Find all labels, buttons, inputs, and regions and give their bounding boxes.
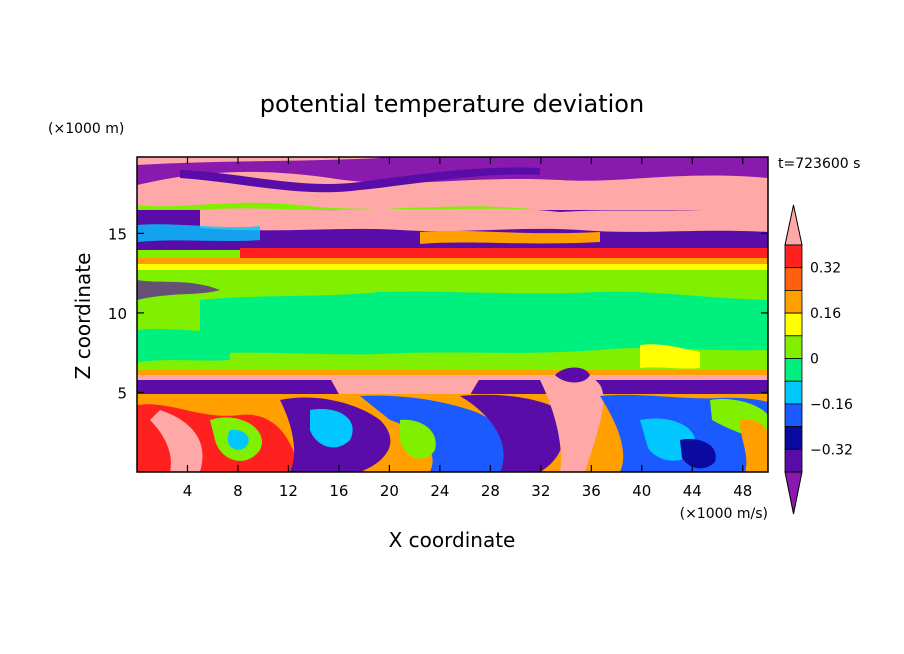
x-tick-label: 36 [582,482,601,500]
x-tick-label: 24 [430,482,449,500]
y-tick-label: 5 [117,384,127,402]
x-tick-label: 28 [481,482,500,500]
colorbar-label: 0 [810,352,819,368]
colorbar-label: −0.32 [810,442,853,458]
colorbar-box [784,335,803,359]
time-label: t=723600 s [778,156,860,172]
colorbar-box [784,312,803,337]
chart-title: potential temperature deviation [260,90,644,118]
x-tick-label: 12 [279,482,298,500]
x-axis-label: X coordinate [389,528,516,552]
contour-field [137,157,768,472]
plot-frame [136,156,769,473]
y-tick-label: 10 [108,305,127,323]
colorbar-box [784,358,803,382]
x-tick-label: 16 [329,482,348,500]
y-axis: 5 10 15 [108,225,768,402]
colorbar: −0.32 −0.16 0 0.16 0.32 [784,204,853,515]
colorbar-box [784,426,803,450]
x-tick-label: 4 [183,482,193,500]
x-tick-label: 20 [380,482,399,500]
colorbar-label: 0.16 [810,306,841,322]
y-axis-label: Z coordinate [71,253,95,380]
colorbar-extend-min [784,471,803,515]
x-tick-label: 8 [233,482,243,500]
colorbar-box [784,380,803,405]
y-unit-label: (×1000 m) [48,121,124,137]
colorbar-label: 0.32 [810,261,841,277]
colorbar-extend-max [784,204,803,246]
colorbar-box [784,448,803,473]
x-tick-label: 44 [683,482,702,500]
x-tick-label: 32 [531,482,550,500]
x-tick-label: 48 [733,482,752,500]
colorbar-box [784,403,803,427]
x-unit-label: (×1000 m/s) [680,506,768,522]
colorbar-label: −0.16 [810,397,853,413]
colorbar-box [784,289,803,314]
x-tick-label: 40 [632,482,651,500]
x-axis: 4 8 12 16 20 24 28 32 36 40 44 48 [183,157,752,500]
colorbar-box [784,244,803,269]
y-tick-label: 15 [108,225,127,243]
colorbar-box [784,267,803,291]
